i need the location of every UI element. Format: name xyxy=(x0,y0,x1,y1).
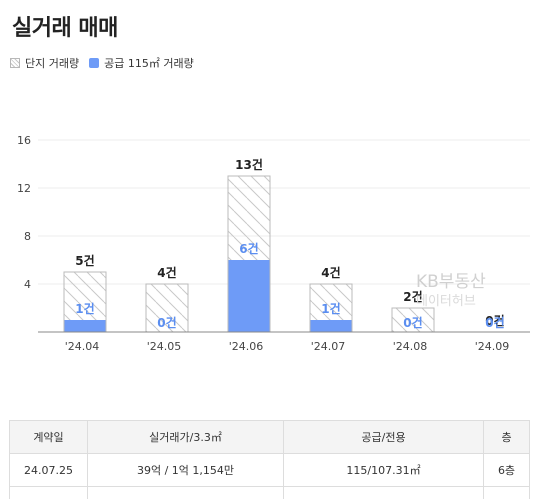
table-header-row: 계약일 실거래가/3.3㎡ 공급/전용 층 xyxy=(10,421,530,454)
y-tick-label: 8 xyxy=(24,230,31,243)
legend-swatch-fill xyxy=(89,58,99,68)
legend-label-supply: 공급 115㎡ 거래량 xyxy=(104,55,194,71)
cell-empty xyxy=(88,487,284,499)
data-label-total: 4건 xyxy=(157,265,176,280)
data-label-total: 2건 xyxy=(403,289,422,304)
legend-label-total: 단지 거래량 xyxy=(25,55,79,71)
bar-supply[interactable] xyxy=(229,260,270,332)
cell-floor: 6층 xyxy=(484,454,530,487)
legend-swatch-hatch xyxy=(10,58,20,68)
data-label-total: 13건 xyxy=(235,157,263,172)
cell-empty xyxy=(484,487,530,499)
header-floor: 층 xyxy=(484,421,530,454)
cell-empty xyxy=(284,487,484,499)
data-label-supply: 0건 xyxy=(157,315,176,330)
x-tick-label: '24.09 xyxy=(475,340,510,353)
transaction-table: 계약일 실거래가/3.3㎡ 공급/전용 층 24.07.25 39억 / 1억 … xyxy=(9,420,530,499)
table-row-partial xyxy=(10,487,530,499)
data-label-supply: 0건 xyxy=(403,315,422,330)
x-tick-label: '24.04 xyxy=(65,340,100,353)
cell-price: 39억 / 1억 1,154만 xyxy=(88,454,284,487)
y-tick-label: 16 xyxy=(17,134,31,147)
data-label-supply: 1건 xyxy=(321,301,340,316)
header-price: 실거래가/3.3㎡ xyxy=(88,421,284,454)
cell-contract-date: 24.07.25 xyxy=(10,454,88,487)
table-row[interactable]: 24.07.25 39억 / 1억 1,154만 115/107.31㎡ 6층 xyxy=(10,454,530,487)
legend-item-supply[interactable]: 공급 115㎡ 거래량 xyxy=(89,55,194,71)
header-area: 공급/전용 xyxy=(284,421,484,454)
page-title: 실거래 매매 xyxy=(12,10,118,42)
data-label-supply: 1건 xyxy=(75,301,94,316)
bar-supply[interactable] xyxy=(65,320,106,332)
cell-empty xyxy=(10,487,88,499)
data-label-supply: 0건 xyxy=(485,315,504,330)
cell-area: 115/107.31㎡ xyxy=(284,454,484,487)
data-label-supply: 6건 xyxy=(239,241,258,256)
legend-item-total[interactable]: 단지 거래량 xyxy=(10,55,79,71)
x-tick-label: '24.05 xyxy=(147,340,182,353)
bar-supply[interactable] xyxy=(311,320,352,332)
x-tick-label: '24.06 xyxy=(229,340,264,353)
y-tick-label: 4 xyxy=(24,278,31,291)
y-tick-label: 12 xyxy=(17,182,31,195)
header-contract-date: 계약일 xyxy=(10,421,88,454)
x-tick-label: '24.07 xyxy=(311,340,346,353)
data-label-total: 4건 xyxy=(321,265,340,280)
chart-legend: 단지 거래량 공급 115㎡ 거래량 xyxy=(10,55,204,71)
x-tick-label: '24.08 xyxy=(393,340,428,353)
data-label-total: 5건 xyxy=(75,253,94,268)
